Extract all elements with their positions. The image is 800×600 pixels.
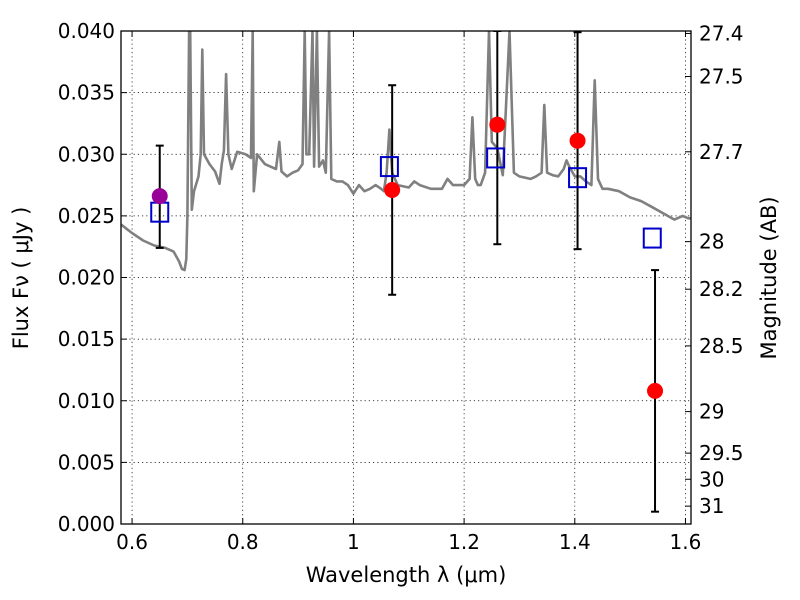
model-points-layer — [150, 147, 662, 249]
magnitude-tick-label: 28.5 — [699, 334, 744, 358]
magnitude-tick-label: 30 — [699, 467, 724, 491]
x-tick-label: 0.8 — [227, 530, 259, 554]
observed-data-point — [569, 132, 586, 149]
magnitude-tick-label: 28.2 — [699, 277, 744, 301]
y-tick-label: 0.000 — [58, 512, 115, 536]
model-photometry-point — [379, 156, 399, 178]
model-photometry-point — [568, 167, 588, 189]
magnitude-tick-label: 27.5 — [699, 64, 744, 88]
x-axis-label: Wavelength λ (μm) — [306, 563, 507, 587]
magnitude-axis-ticks: 27.4 27.5 27.7 28 28.2 28.5 29 29.530 31 — [685, 21, 744, 518]
y-tick-label: 0.025 — [58, 204, 115, 228]
x-tick-label: 1 — [347, 530, 360, 554]
x-tick-label: 1.4 — [559, 530, 591, 554]
y-tick-label: 0.035 — [58, 81, 115, 105]
magnitude-tick-label: 27.7 — [699, 140, 744, 164]
magnitude-tick-label: 31 — [699, 494, 724, 518]
observed-data-point — [151, 188, 168, 205]
observed-data-point — [647, 382, 664, 399]
y-tick-label: 0.010 — [58, 389, 115, 413]
y-axis-ticks: 0.000 0.005 0.010 0.015 0.020 0.025 0.030 0.035… — [58, 19, 127, 536]
x-tick-label: 1.6 — [670, 530, 702, 554]
plot-frame — [120, 30, 692, 525]
observed-points-layer — [151, 116, 664, 399]
observed-data-point — [384, 181, 401, 198]
y-tick-label: 0.015 — [58, 327, 115, 351]
x-tick-label: 1.2 — [448, 530, 480, 554]
x-tick-label: 0.6 — [116, 530, 148, 554]
y-axis-label: Flux Fν ( μJy ) — [9, 207, 33, 350]
magnitude-tick-label: 29.5 — [699, 441, 744, 465]
grid — [121, 30, 691, 525]
model-photometry-point — [486, 147, 506, 169]
y-tick-label: 0.020 — [58, 266, 115, 290]
model-spectrum-line — [121, 31, 691, 272]
magnitude-tick-label: 29 — [699, 400, 724, 424]
y-tick-label: 0.030 — [58, 142, 115, 166]
model-spectrum-layer — [121, 31, 691, 272]
magnitude-axis-label: Magnitude (AB) — [757, 196, 781, 359]
observed-data-point — [489, 116, 506, 133]
magnitude-tick-label: 27.4 — [699, 21, 744, 45]
errorbar-layer — [155, 31, 660, 513]
x-axis-ticks: 0.6 0.8 1 1.2 1.4 1.6 — [116, 31, 701, 554]
y-tick-label: 0.040 — [58, 19, 115, 43]
model-photometry-point — [642, 227, 662, 249]
magnitude-tick-label: 28 — [699, 230, 724, 254]
y-tick-label: 0.005 — [58, 450, 115, 474]
